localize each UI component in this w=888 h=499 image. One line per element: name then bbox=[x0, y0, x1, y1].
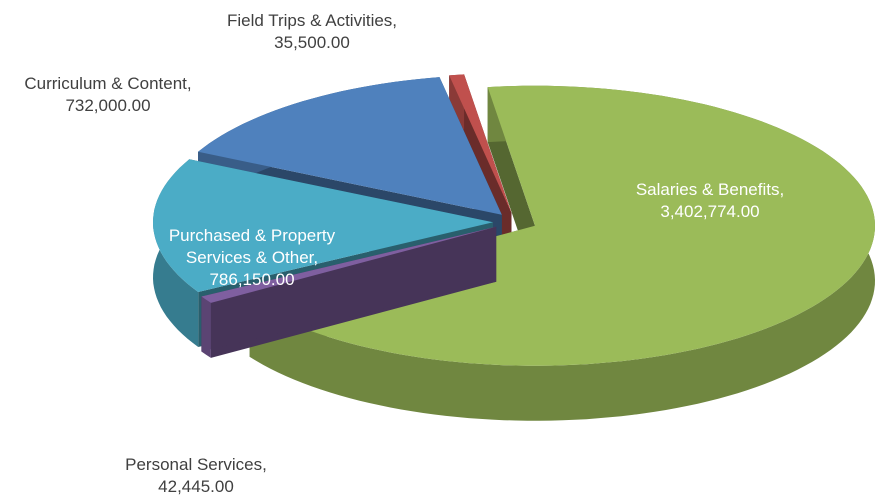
label-name: Purchased & Property Services & Other, bbox=[168, 226, 336, 267]
data-label: Personal Services, 42,445.00 bbox=[125, 454, 267, 498]
slice-side bbox=[201, 226, 497, 352]
label-name: Curriculum & Content, bbox=[24, 74, 192, 93]
label-name: Salaries & Benefits, bbox=[635, 180, 785, 199]
label-value: 35,500.00 bbox=[274, 33, 350, 52]
slice-wall bbox=[201, 296, 211, 358]
slice-top bbox=[449, 74, 512, 214]
label-name: Field Trips & Activities, bbox=[226, 11, 398, 30]
label-value: 42,445.00 bbox=[158, 477, 234, 496]
slice-top bbox=[198, 77, 502, 215]
data-label: Field Trips & Activities, 35,500.00 bbox=[227, 10, 397, 54]
slice bbox=[201, 226, 497, 358]
data-label: Purchased & Property Services & Other, 78… bbox=[157, 225, 347, 291]
label-value: 732,000.00 bbox=[65, 96, 151, 115]
label-name: Personal Services, bbox=[125, 455, 267, 474]
label-value: 786,150.00 bbox=[209, 270, 295, 289]
data-label: Salaries & Benefits, 3,402,774.00 bbox=[636, 179, 784, 223]
data-label: Curriculum & Content, 732,000.00 bbox=[24, 73, 191, 117]
slice-top bbox=[201, 226, 497, 303]
slice-top bbox=[153, 159, 493, 292]
label-value: 3,402,774.00 bbox=[660, 202, 760, 221]
